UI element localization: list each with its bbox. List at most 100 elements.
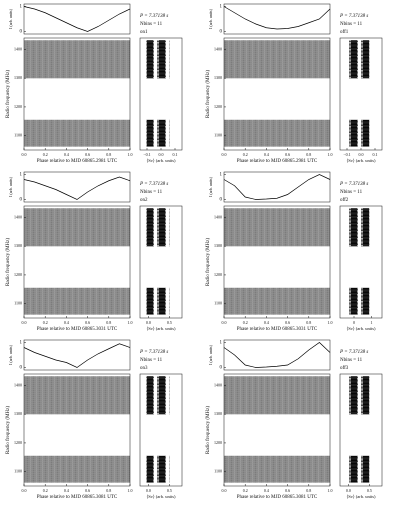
spectrum-axes (339, 373, 383, 487)
x-tick-label: 0.6 (85, 488, 90, 493)
spectrum-band (346, 119, 370, 147)
y-tick-label: 1300 (214, 411, 222, 416)
y-tick-label: 1300 (214, 75, 222, 80)
y-tick-label: 1400 (214, 46, 222, 51)
waterfall-band (24, 208, 130, 247)
y-tick-label: 1300 (14, 411, 22, 416)
spectrum-band (346, 455, 370, 483)
x-tick-label: 0.2 (43, 488, 48, 493)
x-tick-label: 0.1 (373, 152, 378, 157)
nbins-text: Nbins = 11 (140, 22, 163, 27)
y-tick-label: 1 (20, 341, 23, 346)
y-axis-label: I (arb. units) (208, 8, 213, 29)
x-axis-label: ⟨Sν⟩ (arb. units) (347, 158, 376, 163)
x-tick-label: 0.8 (106, 152, 111, 157)
x-axis-label: Phase relative to MJD 60865.2981 UTC (237, 159, 318, 164)
period-text: P = 7.37138 s (139, 350, 168, 355)
x-tick-label: 1.0 (128, 152, 133, 157)
x-tick-label: 0.2 (243, 320, 248, 325)
period-text: P = 7.37138 s (339, 182, 368, 187)
y-axis-label: I (arb. units) (208, 176, 213, 197)
y-tick-label: 0 (220, 198, 223, 203)
spectrum-axes (139, 205, 183, 319)
panel-label: off3 (340, 366, 349, 371)
spectrum-band (146, 208, 170, 247)
x-tick-label: 1.0 (328, 152, 333, 157)
x-tick-label: 0.0 (146, 488, 151, 493)
y-tick-label: 1 (20, 5, 23, 10)
x-tick-label: 0.2 (243, 488, 248, 493)
panel-label: on3 (140, 366, 148, 371)
x-axis-label: Phase relative to MJD 60865.3031 UTC (237, 327, 318, 332)
y-axis-label: I (arb. units) (8, 176, 13, 197)
y-axis-label: Radio frequency (MHz) (6, 238, 11, 286)
spectrum-band (146, 455, 170, 483)
x-tick-label: 1.0 (128, 320, 133, 325)
x-tick-label: 0.8 (306, 320, 311, 325)
y-tick-label: 1300 (214, 243, 222, 248)
waterfall-band (224, 119, 330, 147)
profile-axes (23, 339, 131, 371)
panel: 0 1 I (arb. units) P = 7.37138 s Nbins = 11 o… (206, 171, 383, 332)
spectrum-band (146, 40, 170, 79)
y-tick-label: 1300 (14, 243, 22, 248)
x-tick-label: 0.0 (22, 488, 27, 493)
x-tick-label: 0.0 (222, 488, 227, 493)
waterfall-axes (223, 373, 331, 487)
y-axis-label: I (arb. units) (8, 8, 13, 29)
profile-axes (223, 171, 331, 203)
period-text: P = 7.37138 s (139, 14, 168, 19)
x-tick-label: 0.4 (64, 152, 69, 157)
waterfall-band (24, 287, 130, 315)
profile-line (23, 343, 131, 368)
x-tick-label: −0.1 (143, 152, 150, 157)
y-tick-label: 1200 (214, 104, 222, 109)
panel: 0 1 I (arb. units) P = 7.37138 s Nbins = 11 o… (206, 339, 383, 500)
x-tick-label: 0.6 (285, 320, 290, 325)
y-axis-label: Radio frequency (MHz) (6, 70, 11, 118)
y-tick-label: 1 (220, 173, 223, 178)
y-axis-label: Radio frequency (MHz) (206, 238, 211, 286)
waterfall-band (224, 455, 330, 483)
panel-label: on2 (140, 198, 148, 203)
y-tick-label: 0 (220, 30, 223, 35)
period-text: P = 7.37138 s (339, 14, 368, 19)
spectrum-axes (139, 373, 183, 487)
profile-axes (23, 3, 131, 35)
y-axis-label: Radio frequency (MHz) (6, 406, 11, 454)
profile-line (223, 174, 331, 200)
profile-line (23, 6, 131, 32)
nbins-text: Nbins = 11 (340, 22, 363, 27)
spectrum-axes (339, 205, 383, 319)
spectrum-band (346, 376, 370, 415)
y-tick-label: 1400 (214, 214, 222, 219)
x-tick-label: 0.6 (285, 488, 290, 493)
panel-label: off2 (340, 198, 349, 203)
spectrum-band (346, 208, 370, 247)
x-tick-label: 1.0 (328, 488, 333, 493)
waterfall-axes (223, 205, 331, 319)
waterfall-band (224, 376, 330, 415)
x-tick-label: 0.4 (64, 320, 69, 325)
y-tick-label: 1200 (14, 272, 22, 277)
nbins-text: Nbins = 11 (340, 358, 363, 363)
x-tick-label: 0.0 (159, 152, 164, 157)
panel-label: on1 (140, 30, 148, 35)
x-tick-label: 0.2 (243, 152, 248, 157)
y-tick-label: 1300 (14, 75, 22, 80)
x-tick-label: 0 (353, 320, 355, 325)
spectrum-band (346, 287, 370, 315)
waterfall-axes (23, 373, 131, 487)
y-tick-label: 1400 (14, 382, 22, 387)
y-tick-label: 1200 (214, 440, 222, 445)
waterfall-axes (23, 205, 131, 319)
x-tick-label: 1.0 (128, 488, 133, 493)
x-tick-label: 0.4 (264, 488, 269, 493)
x-tick-label: 0.2 (43, 152, 48, 157)
x-axis-label: ⟨Sν⟩ (arb. units) (147, 326, 176, 331)
x-tick-label: 1.0 (328, 320, 333, 325)
panel: 0 1 I (arb. units) P = 7.37138 s Nbins = 11 o… (206, 3, 383, 164)
x-tick-label: 0.8 (106, 488, 111, 493)
